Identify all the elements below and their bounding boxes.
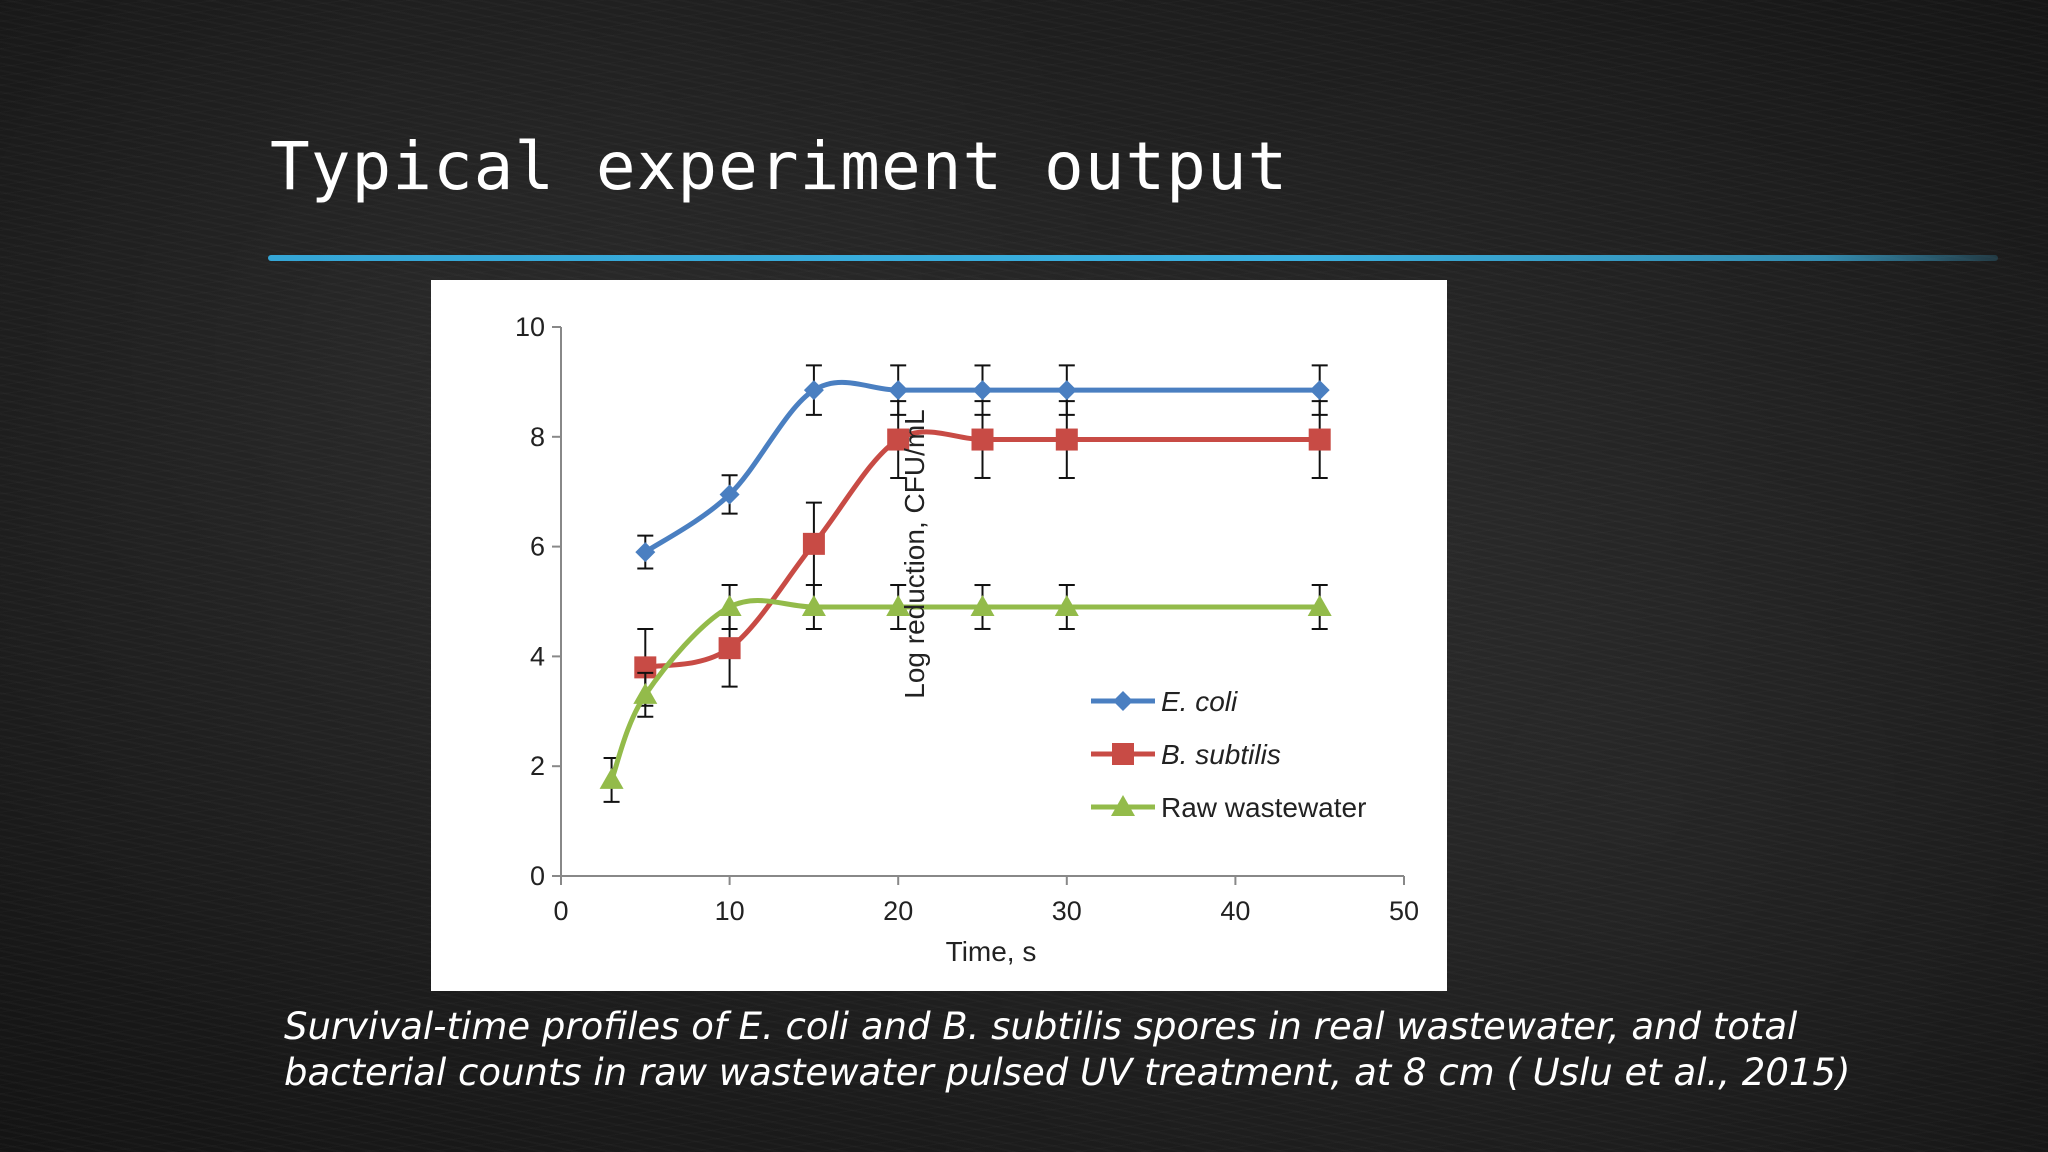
data-point <box>802 532 825 555</box>
data-point <box>888 380 909 401</box>
data-point <box>801 594 826 616</box>
series-b-subtilis <box>634 400 1331 707</box>
legend-label: Raw wastewater <box>1161 792 1366 823</box>
legend: E. coli B. subtilis Raw wastewater <box>1091 686 1366 823</box>
data-point <box>1055 428 1078 451</box>
y-tick-label: 0 <box>530 861 545 891</box>
slide-title: Typical experiment output <box>270 128 1289 205</box>
legend-label: B. subtilis <box>1161 739 1281 770</box>
series-raw-wastewater <box>599 584 1332 803</box>
legend-swatch-marker <box>1113 691 1133 711</box>
data-point <box>970 594 995 616</box>
y-tick-label: 6 <box>530 532 545 562</box>
data-point <box>803 380 824 401</box>
y-tick-label: 4 <box>530 641 545 671</box>
data-point <box>972 380 993 401</box>
x-tick-label: 40 <box>1220 896 1250 926</box>
caption-line: Survival-time profiles of E. coli and B.… <box>284 1005 1798 1048</box>
legend-swatch-marker <box>1112 743 1134 765</box>
data-point <box>1056 380 1077 401</box>
data-point <box>599 767 624 789</box>
x-tick-label: 50 <box>1389 896 1419 926</box>
y-tick-label: 8 <box>530 422 545 452</box>
data-point <box>887 428 910 451</box>
series-e-coli <box>635 364 1330 570</box>
chart: 0 10 20 30 40 50 0 2 4 6 8 10 E. coli B. subtilis Raw… <box>515 312 1419 967</box>
data-point <box>717 594 742 616</box>
legend-label: E. coli <box>1161 686 1238 717</box>
series-layer <box>599 364 1332 803</box>
axes: 0 10 20 30 40 50 0 2 4 6 8 10 <box>515 312 1419 926</box>
x-tick-label: 0 <box>553 896 568 926</box>
data-point <box>1054 594 1079 616</box>
y-axis-label: Log reduction, CFU/mL <box>899 409 930 698</box>
data-point <box>719 484 740 505</box>
data-point <box>886 594 911 616</box>
data-point <box>718 637 741 660</box>
x-tick-label: 10 <box>715 896 745 926</box>
x-tick-label: 20 <box>883 896 913 926</box>
data-point <box>633 682 658 704</box>
data-point <box>635 542 656 563</box>
series-line <box>609 598 1320 781</box>
caption-line: bacterial counts in raw wastewater pulse… <box>284 1051 1851 1094</box>
legend-swatch-marker <box>1111 795 1135 816</box>
chart-panel: 0 10 20 30 40 50 0 2 4 6 8 10 E. coli B. subtilis Raw… <box>431 280 1447 991</box>
figure-caption: Survival-time profiles of E. coli and B.… <box>284 1004 1984 1096</box>
title-underline <box>268 255 1998 261</box>
data-point <box>1309 380 1330 401</box>
y-tick-label: 2 <box>530 751 545 781</box>
data-point <box>971 428 994 451</box>
x-tick-label: 30 <box>1052 896 1082 926</box>
data-point <box>1307 594 1332 616</box>
data-point <box>1308 428 1331 451</box>
x-axis-label: Time, s <box>946 936 1037 967</box>
y-tick-label: 10 <box>515 312 545 342</box>
